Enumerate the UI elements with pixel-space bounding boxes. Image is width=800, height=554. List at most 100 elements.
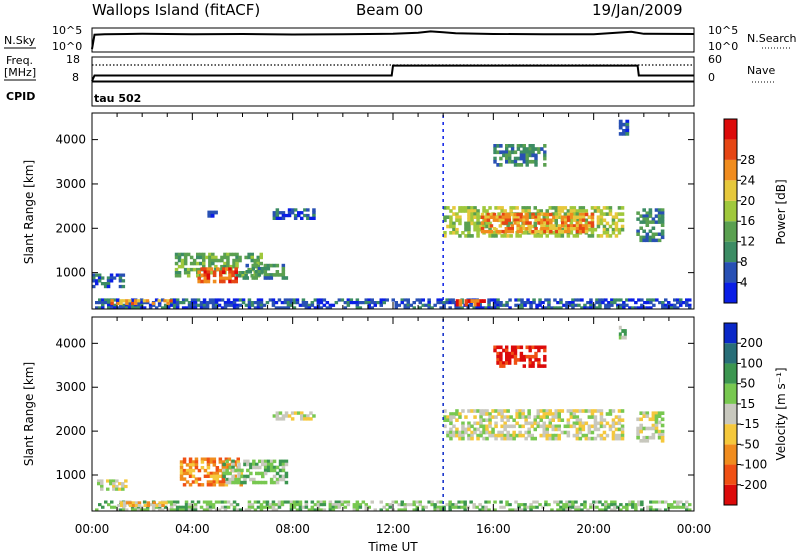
power-panel: 1000 2000 3000 4000 Slant Range [km] 4 8 12 16… (22, 112, 788, 310)
power-patch-3 (242, 263, 289, 280)
power-colorbar-tick-6: 28 (740, 153, 755, 167)
velocity-patch-6 (493, 345, 547, 368)
velocity-colorbar-seg-7 (724, 343, 737, 364)
x-tick-0: 00:00 (75, 522, 110, 536)
velocity-colorbar-seg-3 (724, 424, 737, 445)
noise-left-tick-top: 10^5 (52, 24, 82, 37)
power-patch-13 (455, 299, 486, 307)
velocity-colorbar-tick-1: -100 (740, 458, 767, 472)
noise-left-label: N.Sky (4, 34, 36, 47)
power-colorbar-tick-0: 4 (740, 276, 748, 290)
power-patch-1 (174, 252, 263, 278)
nave-label: Nave (747, 64, 775, 77)
noise-left-tick-bottom: 10^0 (52, 40, 82, 53)
power-colorbar: 4 8 12 16 20 24 28 (723, 118, 755, 304)
velocity-y-tick-2: 3000 (55, 380, 86, 394)
freq-left-tick-top: 18 (66, 53, 80, 66)
power-colorbar-label: Power [dB] (774, 179, 788, 244)
date-title: 19/Jan/2009 (592, 1, 683, 19)
velocity-y-tick-1: 2000 (55, 424, 86, 438)
velocity-colorbar-tick-0: -200 (740, 478, 767, 492)
velocity-colorbar-tick-6: 100 (740, 356, 763, 370)
power-y-axis: 1000 2000 3000 4000 (55, 133, 694, 280)
freq-left-label: Freq. (6, 54, 33, 67)
power-colorbar-seg-2 (724, 241, 737, 263)
noise-right-label: N.Search (747, 32, 797, 45)
freq-right-tick-top: 60 (708, 53, 722, 66)
velocity-panel: 1000 2000 3000 4000 00:00 04:00 08:00 12:00 16:… (22, 316, 788, 554)
velocity-patch-4 (443, 409, 625, 441)
velocity-patch-9 (117, 501, 168, 508)
x-tick-4: 16:00 (476, 522, 511, 536)
power-colorbar-tick-5: 24 (740, 173, 755, 187)
velocity-ylabel: Slant Range [km] (22, 362, 36, 466)
power-colorbar-tick-4: 20 (740, 194, 755, 208)
power-colorbar-seg-6 (724, 159, 737, 181)
power-patch-10 (618, 119, 630, 136)
cpid-program: tau 502 (94, 92, 141, 105)
velocity-y-tick-0: 1000 (55, 468, 86, 482)
x-tick-5: 20:00 (576, 522, 611, 536)
power-colorbar-seg-0 (724, 282, 737, 303)
velocity-colorbar-seg-0 (724, 484, 737, 505)
freq-line (91, 64, 694, 82)
power-patch-2 (197, 267, 238, 284)
power-x-ticks (91, 113, 695, 309)
power-patch-12 (110, 299, 173, 306)
velocity-colorbar-seg-8 (724, 323, 737, 344)
power-y-tick-3: 4000 (55, 133, 86, 147)
cpid-label: CPID (6, 90, 35, 103)
velocity-colorbar-tick-3: -15 (740, 417, 760, 431)
freq-panel: Freq. [MHz] 18 8 60 0 Nave (4, 53, 776, 84)
power-colorbar-seg-7 (724, 139, 737, 160)
power-colorbar-tick-3: 16 (740, 214, 755, 228)
power-colorbar-seg-1 (724, 262, 737, 283)
station-title: Wallops Island (fitACF) (92, 1, 260, 19)
power-patch-4 (207, 210, 218, 218)
noise-right-tick-bottom: 10^0 (708, 40, 738, 53)
power-colorbar-seg-3 (724, 221, 737, 242)
power-patch-7 (480, 212, 595, 234)
velocity-colorbar-seg-5 (724, 383, 737, 404)
velocity-patch-3 (272, 411, 316, 421)
noise-right-tick-top: 10^5 (708, 24, 738, 37)
velocity-y-axis: 1000 2000 3000 4000 (55, 336, 694, 482)
velocity-colorbar-tick-7: 200 (740, 336, 763, 350)
velocity-colorbar-seg-6 (724, 363, 737, 384)
x-tick-6: 00:00 (677, 522, 712, 536)
velocity-x-axis: 00:00 04:00 08:00 12:00 16:00 20:00 00:00 (75, 317, 712, 536)
velocity-patch-5 (636, 411, 665, 443)
x-tick-3: 12:00 (376, 522, 411, 536)
velocity-colorbar-seg-1 (724, 464, 737, 485)
power-colorbar-seg-4 (724, 200, 737, 222)
power-colorbar-tick-1: 8 (740, 255, 748, 269)
noise-panel: N.Sky 10^5 10^0 10^5 10^0 N.Search (4, 24, 797, 53)
power-ylabel: Slant Range [km] (22, 160, 36, 264)
freq-left-tick-bottom: 8 (72, 71, 79, 84)
power-colorbar-seg-8 (724, 119, 737, 140)
cpid-panel: CPID tau 502 (6, 81, 695, 107)
power-colorbar-tick-2: 12 (740, 235, 755, 249)
velocity-colorbar-tick-5: 50 (740, 377, 755, 391)
power-patch-0 (92, 273, 126, 289)
power-patch-5 (272, 208, 316, 220)
freq-left-unit: [MHz] (4, 66, 36, 79)
power-patch-11 (95, 298, 692, 310)
x-tick-1: 04:00 (175, 522, 210, 536)
power-colorbar-seg-5 (724, 180, 737, 201)
noise-sky-line (91, 30, 695, 50)
velocity-colorbar-seg-4 (724, 403, 737, 425)
power-y-tick-1: 2000 (55, 221, 86, 235)
velocity-colorbar-seg-2 (724, 444, 737, 465)
velocity-colorbar-tick-4: 15 (740, 397, 755, 411)
power-patch-8 (636, 208, 665, 243)
velocity-colorbar-tick-2: -50 (740, 437, 760, 451)
x-tick-2: 08:00 (275, 522, 310, 536)
velocity-patch-0 (97, 479, 128, 491)
x-axis-label: Time UT (367, 540, 418, 554)
power-y-tick-2: 3000 (55, 177, 86, 191)
power-patch-9 (493, 144, 547, 167)
velocity-colorbar-label: Velocity [m s⁻¹] (774, 367, 788, 460)
velocity-patch-2 (222, 459, 289, 485)
velocity-y-tick-3: 4000 (55, 336, 86, 350)
